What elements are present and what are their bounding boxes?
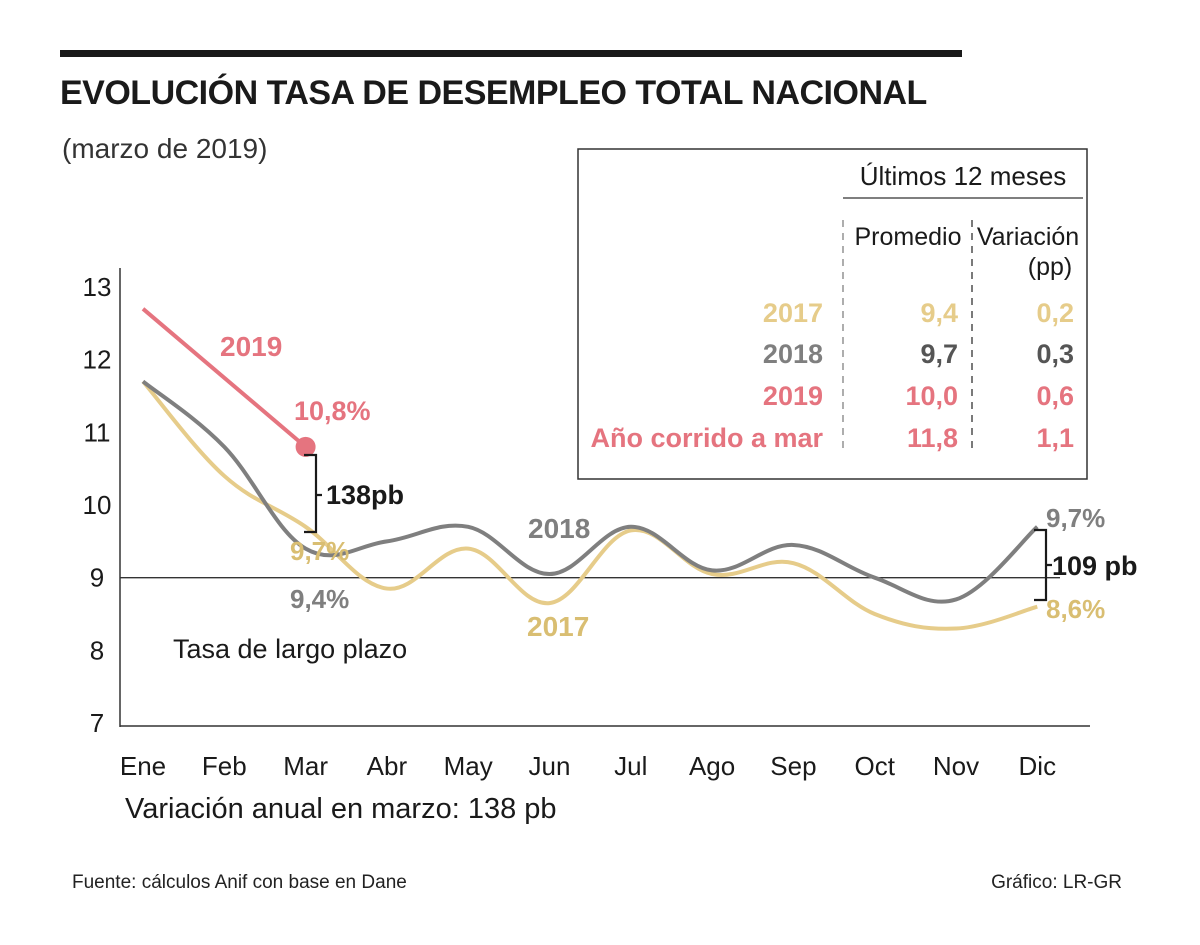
row-label-2019: 2019 <box>763 381 823 411</box>
x-tick-label: Jul <box>614 751 647 781</box>
y-tick-label: 10 <box>83 490 112 520</box>
x-tick-label: Feb <box>202 751 247 781</box>
long-term-rate-label: Tasa de largo plazo <box>173 634 407 664</box>
x-tick-labels: Ene Feb Mar Abr May Jun Jul Ago Sep Oct Nov Dic <box>120 751 1056 781</box>
y-tick-label: 9 <box>90 563 104 593</box>
chart-title: EVOLUCIÓN TASA DE DESEMPLEO TOTAL NACION… <box>60 74 927 112</box>
series-2018-line <box>141 379 1039 604</box>
row-promedio-2018: 9,7 <box>920 339 958 369</box>
row-label-2018: 2018 <box>763 339 823 369</box>
table-row: 2019 10,0 0,6 <box>763 381 1074 411</box>
table-row: 2018 9,7 0,3 <box>763 339 1074 369</box>
label-mar-2018: 9,4% <box>290 584 349 614</box>
bracket-march <box>304 453 322 534</box>
row-promedio-2017: 9,4 <box>920 298 958 328</box>
table-row: Año corrido a mar 11,8 1,1 <box>590 423 1074 453</box>
y-tick-label: 7 <box>90 708 104 738</box>
row-variacion-2018: 0,3 <box>1036 339 1074 369</box>
x-tick-label: Nov <box>933 751 979 781</box>
y-tick-label: 12 <box>83 345 112 375</box>
x-tick-label: Ene <box>120 751 166 781</box>
row-variacion-2019: 0,6 <box>1036 381 1074 411</box>
series-2017-label: 2017 <box>527 611 589 642</box>
col-unit: (pp) <box>1028 253 1072 281</box>
top-rule <box>60 50 962 57</box>
y-tick-label: 8 <box>90 635 104 665</box>
table-row: 2017 9,4 0,2 <box>763 298 1074 328</box>
row-label-ytd: Año corrido a mar <box>590 423 823 453</box>
x-tick-label: Mar <box>283 751 328 781</box>
series-2019-line <box>141 307 307 449</box>
series-2019-march-point <box>295 436 316 457</box>
y-tick-labels: 13 12 11 10 9 8 7 <box>83 272 112 738</box>
table-header: Últimos 12 meses <box>860 161 1067 191</box>
summary-table-box <box>577 148 1088 480</box>
label-dic-2018: 9,7% <box>1046 503 1105 533</box>
series-2018-label: 2018 <box>528 513 590 544</box>
x-tick-label: Jun <box>529 751 571 781</box>
x-tick-label: Ago <box>689 751 735 781</box>
gap-label-december: 109 pb <box>1052 551 1138 581</box>
label-mar-2017: 9,7% <box>290 536 349 566</box>
col-variacion-header: Variación <box>977 223 1079 251</box>
row-promedio-2019: 10,0 <box>905 381 958 411</box>
y-tick-label: 13 <box>83 272 112 302</box>
gap-label-march: 138pb <box>326 480 404 510</box>
bracket-december <box>1034 528 1052 602</box>
row-variacion-2017: 0,2 <box>1036 298 1074 328</box>
col-promedio-header: Promedio <box>855 223 962 251</box>
row-label-2017: 2017 <box>763 298 823 328</box>
row-promedio-ytd: 11,8 <box>907 423 958 453</box>
x-tick-label: Dic <box>1019 751 1057 781</box>
annual-variation-note: Variación anual en marzo: 138 pb <box>125 793 557 825</box>
label-dic-2017: 8,6% <box>1046 594 1105 624</box>
source-note: Fuente: cálculos Anif con base en Dane <box>72 872 407 893</box>
series-2017-line <box>141 380 1038 631</box>
y-tick-label: 11 <box>84 417 111 447</box>
x-tick-label: May <box>444 751 493 781</box>
series-2019-label: 2019 <box>220 331 282 362</box>
row-variacion-ytd: 1,1 <box>1036 423 1074 453</box>
x-tick-label: Sep <box>770 751 816 781</box>
x-tick-label: Abr <box>367 751 408 781</box>
x-tick-label: Oct <box>854 751 895 781</box>
label-mar-2019: 10,8% <box>294 396 371 426</box>
credit-note: Gráfico: LR-GR <box>991 872 1122 893</box>
chart-subtitle: (marzo de 2019) <box>62 133 268 164</box>
